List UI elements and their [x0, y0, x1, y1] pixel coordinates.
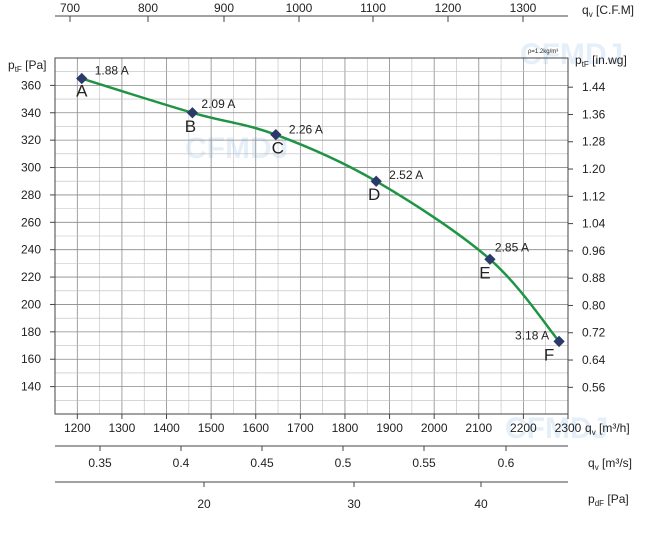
- top-tick-label: 1000: [286, 1, 313, 15]
- current-label-c: 2.26 A: [289, 123, 323, 137]
- pdf-axis-title: pdF [Pa]: [588, 492, 629, 508]
- point-label-c: C: [272, 139, 284, 158]
- yr-tick-label: 1.12: [582, 189, 606, 203]
- pdf-tick-label: 40: [474, 497, 488, 511]
- pdf-tick-label: 20: [197, 497, 211, 511]
- point-marker-f: [553, 335, 565, 348]
- x-tick-label: 1600: [242, 421, 269, 435]
- watermark: CFMDJ: [505, 412, 608, 445]
- yr-tick-label: 0.88: [582, 271, 606, 285]
- yr-tick-label: 1.04: [582, 217, 606, 231]
- x-tick-label: 1700: [287, 421, 314, 435]
- watermark: CFMDJ: [185, 132, 288, 165]
- point-label-e: E: [479, 263, 490, 282]
- y-tick-label: 280: [21, 188, 41, 202]
- yr-tick-label: 0.56: [582, 380, 606, 394]
- watermarks: CFMDJ CFMDJ CFMDJ: [185, 38, 623, 445]
- current-label-b: 2.09 A: [201, 97, 235, 111]
- y-tick-label: 180: [21, 325, 41, 339]
- yr-tick-label: 0.96: [582, 244, 606, 258]
- grid: [54, 57, 569, 415]
- y-tick-label: 260: [21, 215, 41, 229]
- x-tick-label: 2200: [510, 421, 537, 435]
- yr-tick-label: 1.44: [582, 80, 606, 94]
- top-tick-label: 1300: [510, 1, 537, 15]
- m3s-tick-label: 0.6: [498, 456, 515, 470]
- current-label-a: 1.88 A: [95, 64, 129, 78]
- series: 1.88 A A 2.09 A B 2.26 A C 2.52 A D 2.85 A E 3.18 …: [76, 64, 565, 364]
- top-tick-label: 1200: [435, 1, 462, 15]
- x-tick-label: 2100: [465, 421, 492, 435]
- y-tick-label: 200: [21, 297, 41, 311]
- y-tick-label: 140: [21, 380, 41, 394]
- point-marker-c: [270, 129, 282, 141]
- point-label-b: B: [185, 117, 196, 136]
- tick-labels: 700 800 900 1000 1100 1200 1300 1200 1300 1400 150…: [21, 1, 606, 511]
- point-label-d: D: [368, 185, 380, 204]
- yr-tick-label: 0.72: [582, 326, 606, 340]
- axes: [50, 15, 573, 487]
- y-tick-label: 220: [21, 270, 41, 284]
- x-tick-label: 1900: [376, 421, 403, 435]
- top-tick-label: 1100: [360, 1, 386, 15]
- current-label-d: 2.52 A: [389, 168, 423, 182]
- m3s-tick-label: 0.4: [173, 456, 190, 470]
- m3s-axis-title: qv [m³/s]: [588, 456, 632, 472]
- yr-tick-label: 1.36: [582, 107, 606, 121]
- point-marker-e: [484, 253, 496, 265]
- pdf-tick-label: 30: [347, 497, 361, 511]
- yr-tick-label: 1.28: [582, 135, 606, 149]
- x-tick-label: 1500: [198, 421, 225, 435]
- y-tick-label: 300: [21, 161, 41, 175]
- x-tick-label: 1200: [64, 421, 91, 435]
- x-tick-label: 2000: [421, 421, 448, 435]
- y-tick-label: 320: [21, 133, 41, 147]
- top-axis-title: qv [C.F.M]: [582, 3, 634, 19]
- m3s-tick-label: 0.55: [412, 456, 436, 470]
- m3s-tick-label: 0.35: [88, 456, 112, 470]
- top-tick-label: 700: [60, 1, 80, 15]
- point-label-a: A: [76, 82, 88, 101]
- density-note: ρ=1.2kg/m³: [528, 49, 558, 55]
- point-marker-d: [370, 175, 382, 187]
- axis-titles: qv [C.F.M] qv [m³/h] qv [m³/s] pdF [Pa] ptF …: [8, 3, 634, 508]
- y-tick-label: 360: [21, 78, 41, 92]
- y-axis-title: ptF [Pa]: [8, 58, 46, 74]
- top-tick-label: 900: [214, 1, 234, 15]
- point-label-f: F: [544, 345, 554, 364]
- y-tick-label: 240: [21, 243, 41, 257]
- y-tick-label: 340: [21, 106, 41, 120]
- y-tick-label: 160: [21, 352, 41, 366]
- x-tick-label: 1300: [109, 421, 136, 435]
- current-label-f: 3.18 A: [515, 328, 549, 342]
- m3s-tick-label: 0.5: [335, 456, 352, 470]
- x-tick-label: 2300: [555, 421, 582, 435]
- yr-tick-label: 1.20: [582, 162, 606, 176]
- m3s-tick-label: 0.45: [250, 456, 274, 470]
- fan-curve-line: [81, 77, 561, 343]
- current-label-e: 2.85 A: [495, 240, 529, 254]
- watermark: CFMDJ: [520, 38, 623, 71]
- yr-tick-label: 0.80: [582, 298, 606, 312]
- yr-tick-label: 0.64: [582, 353, 606, 367]
- x-tick-label: 1800: [332, 421, 359, 435]
- x-tick-label: 1400: [153, 421, 180, 435]
- x-axis-title: qv [m³/h]: [585, 421, 630, 437]
- top-tick-label: 800: [138, 1, 158, 15]
- yr-axis-title: ptF [in.wg]: [575, 53, 627, 69]
- plot-frame: [54, 57, 569, 415]
